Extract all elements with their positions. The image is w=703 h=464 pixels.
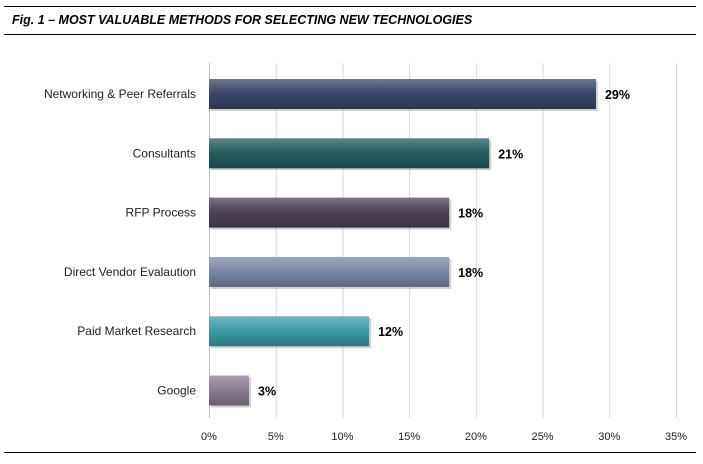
bar <box>209 138 490 169</box>
bottom-rule <box>4 452 696 453</box>
chart-title: Fig. 1 – MOST VALUABLE METHODS FOR SELEC… <box>12 13 473 27</box>
x-tick-label: 30% <box>598 431 620 443</box>
data-label: 21% <box>498 147 523 161</box>
data-label: 18% <box>458 207 483 221</box>
data-label: 18% <box>458 266 483 280</box>
category-label: Paid Market Research <box>77 324 196 338</box>
x-tick-label: 10% <box>331 431 353 443</box>
data-label: 3% <box>258 385 276 399</box>
bar <box>209 316 370 347</box>
bar <box>209 256 450 287</box>
category-label: Direct Vendor Evalaution <box>64 265 196 279</box>
data-label: 12% <box>378 325 403 339</box>
bar <box>209 375 250 406</box>
title-rule <box>4 34 696 35</box>
x-tick-label: 15% <box>398 431 420 443</box>
x-tick-label: 35% <box>665 431 687 443</box>
x-tick-label: 0% <box>201 431 217 443</box>
x-tick-label: 20% <box>465 431 487 443</box>
category-label: Networking & Peer Referrals <box>44 87 196 101</box>
category-label: RFP Process <box>126 206 196 220</box>
x-tick-label: 25% <box>532 431 554 443</box>
bar <box>209 79 596 109</box>
x-tick-label: 5% <box>268 431 284 443</box>
category-label: Consultants <box>133 146 196 160</box>
top-rule <box>4 6 696 7</box>
data-label: 29% <box>605 88 630 102</box>
bar <box>209 197 450 228</box>
category-label: Google <box>157 384 196 398</box>
